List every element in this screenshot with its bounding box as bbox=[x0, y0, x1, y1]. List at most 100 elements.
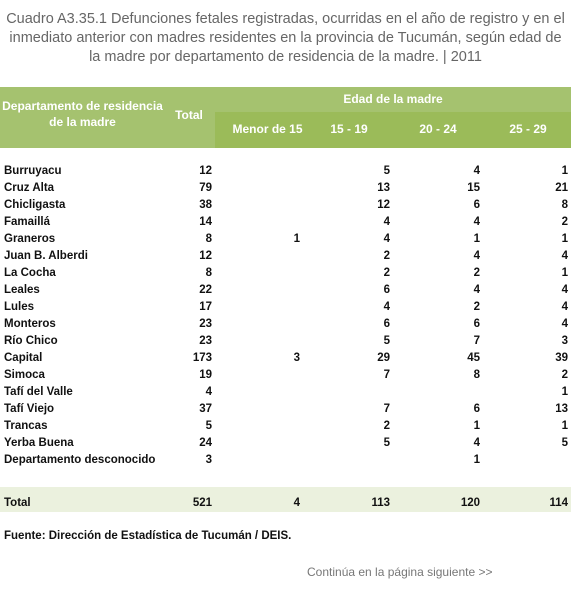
cell-value: 4 bbox=[561, 318, 568, 330]
cell-value: 6 bbox=[383, 284, 390, 296]
cell-value: 23 bbox=[199, 335, 212, 347]
cell-value: 7 bbox=[473, 335, 480, 347]
cell-value: 79 bbox=[199, 182, 212, 194]
cell-value: 1 bbox=[293, 233, 300, 245]
cell-value: 38 bbox=[199, 199, 212, 211]
row-label: Chicligasta bbox=[4, 199, 66, 211]
header-group: Edad de la madre bbox=[343, 92, 443, 106]
cell-value: 6 bbox=[473, 318, 480, 330]
cell-value: 120 bbox=[460, 497, 480, 509]
cell-value: 4 bbox=[561, 284, 568, 296]
cell-value: 4 bbox=[383, 301, 390, 313]
cell-value: 8 bbox=[205, 267, 212, 279]
cell-value: 45 bbox=[467, 352, 480, 364]
row-label: Tafí Viejo bbox=[4, 403, 55, 415]
cell-value: 13 bbox=[377, 182, 390, 194]
cell-value: 4 bbox=[473, 284, 480, 296]
continuation-note: Continúa en la página siguiente >> bbox=[307, 565, 493, 579]
age-header: 20 - 24 bbox=[419, 122, 457, 136]
cell-value: 23 bbox=[199, 318, 212, 330]
cell-value: 2 bbox=[473, 267, 480, 279]
subheader-band bbox=[215, 112, 571, 148]
cell-value: 521 bbox=[192, 497, 212, 509]
cell-value: 1 bbox=[561, 233, 568, 245]
cell-value: 6 bbox=[383, 318, 390, 330]
header-band-left bbox=[0, 112, 215, 148]
source-note: Fuente: Dirección de Estadística de Tucu… bbox=[4, 530, 292, 542]
row-label: Juan B. Alberdi bbox=[4, 250, 88, 262]
title: Cuadro A3.35.1 Defunciones fetales regis… bbox=[6, 11, 565, 65]
cell-value: 173 bbox=[192, 352, 212, 364]
cell-value: 6 bbox=[473, 199, 480, 211]
row-label: Tafí del Valle bbox=[4, 386, 73, 398]
row-label: Departamento desconocido bbox=[4, 454, 156, 466]
cell-value: 37 bbox=[199, 403, 212, 415]
cell-value: 1 bbox=[561, 386, 568, 398]
cell-value: 12 bbox=[199, 165, 212, 177]
cell-value: 3 bbox=[561, 335, 568, 347]
row-label: Cruz Alta bbox=[4, 182, 55, 194]
header-total: Total bbox=[175, 108, 203, 122]
cell-value: 2 bbox=[561, 369, 568, 381]
cell-value: 114 bbox=[549, 497, 568, 509]
cell-value: 14 bbox=[199, 216, 212, 228]
cell-value: 13 bbox=[555, 403, 568, 415]
row-label: Total bbox=[4, 497, 31, 509]
cell-value: 4 bbox=[383, 233, 390, 245]
cell-value: 7 bbox=[383, 369, 390, 381]
cell-value: 8 bbox=[473, 369, 480, 381]
row-label: Yerba Buena bbox=[4, 437, 74, 449]
row-label: Famaillá bbox=[4, 216, 51, 228]
cell-value: 4 bbox=[473, 250, 480, 262]
cell-value: 4 bbox=[561, 250, 568, 262]
cell-value: 4 bbox=[205, 386, 212, 398]
row-label: Capital bbox=[4, 352, 43, 364]
row-label: Graneros bbox=[4, 233, 56, 245]
cell-value: 3 bbox=[205, 454, 212, 466]
row-label: Lules bbox=[4, 301, 35, 313]
age-header: Menor de 15 bbox=[232, 122, 303, 136]
cell-value: 12 bbox=[377, 199, 390, 211]
cell-value: 8 bbox=[205, 233, 212, 245]
row-label: Monteros bbox=[4, 318, 56, 330]
cell-value: 4 bbox=[383, 216, 390, 228]
total-band bbox=[0, 487, 571, 512]
cell-value: 22 bbox=[199, 284, 212, 296]
cell-value: 29 bbox=[377, 352, 390, 364]
row-label: Simoca bbox=[4, 369, 45, 381]
cell-value: 4 bbox=[473, 437, 480, 449]
cell-value: 4 bbox=[561, 301, 568, 313]
cell-value: 17 bbox=[199, 301, 212, 313]
row-label: Burruyacu bbox=[4, 165, 62, 177]
cell-value: 7 bbox=[383, 403, 390, 415]
cell-value: 2 bbox=[473, 301, 480, 313]
cell-value: 19 bbox=[199, 369, 212, 381]
row-label: La Cocha bbox=[4, 267, 56, 279]
cell-value: 2 bbox=[383, 267, 390, 279]
cell-value: 2 bbox=[383, 250, 390, 262]
cell-value: 1 bbox=[561, 420, 568, 432]
cell-value: 1 bbox=[561, 165, 568, 177]
cell-value: 5 bbox=[383, 335, 390, 347]
header-departamento: Departamento de residencia de la madre bbox=[2, 99, 163, 129]
cell-value: 3 bbox=[293, 352, 300, 364]
cell-value: 1 bbox=[561, 267, 568, 279]
cell-value: 2 bbox=[561, 216, 568, 228]
cell-value: 113 bbox=[371, 497, 390, 509]
cell-value: 2 bbox=[383, 420, 390, 432]
row-label: Río Chico bbox=[4, 335, 58, 347]
cell-value: 15 bbox=[467, 182, 480, 194]
cell-value: 24 bbox=[199, 437, 212, 449]
cell-value: 5 bbox=[383, 437, 390, 449]
row-label: Leales bbox=[4, 284, 40, 296]
cell-value: 1 bbox=[473, 420, 480, 432]
cell-value: 5 bbox=[205, 420, 212, 432]
cell-value: 39 bbox=[555, 352, 568, 364]
cell-value: 12 bbox=[199, 250, 212, 262]
cell-value: 5 bbox=[383, 165, 390, 177]
row-label: Trancas bbox=[4, 420, 48, 432]
cell-value: 21 bbox=[555, 182, 568, 194]
cell-value: 1 bbox=[473, 454, 480, 466]
cell-value: 6 bbox=[473, 403, 480, 415]
